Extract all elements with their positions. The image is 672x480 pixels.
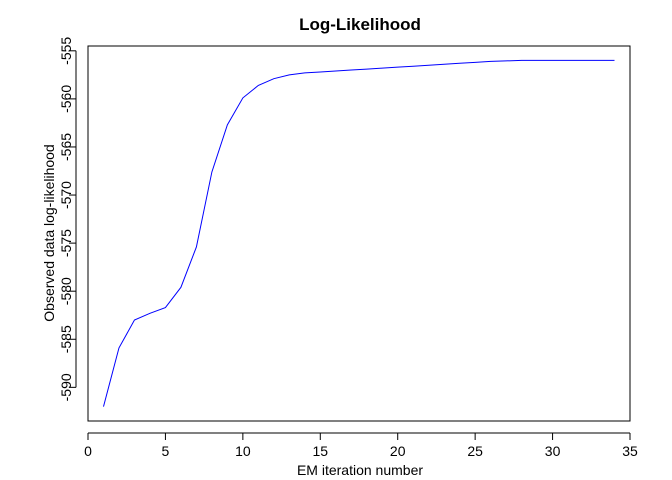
log-likelihood-line bbox=[103, 59, 615, 407]
y-axis-label: Observed data log-likelihood bbox=[41, 144, 57, 321]
y-tick-label: -570 bbox=[58, 181, 74, 209]
x-tick-label: 30 bbox=[545, 443, 561, 459]
chart-title: Log-Likelihood bbox=[299, 15, 421, 34]
x-tick-label: 5 bbox=[162, 443, 170, 459]
y-tick-label: -565 bbox=[58, 133, 74, 161]
x-tick-label: 15 bbox=[312, 443, 328, 459]
y-axis: -590 -585 -580 -575 -570 -565 -560 -555 bbox=[58, 37, 77, 401]
x-tick-label: 25 bbox=[467, 443, 483, 459]
y-tick-label: -560 bbox=[58, 85, 74, 113]
x-tick-label: 35 bbox=[622, 443, 638, 459]
y-tick-label: -555 bbox=[58, 37, 74, 65]
x-tick-label: 20 bbox=[390, 443, 406, 459]
x-tick-label: 10 bbox=[235, 443, 251, 459]
y-tick-label: -590 bbox=[58, 373, 74, 401]
x-axis: 0 5 10 15 20 25 30 35 bbox=[84, 432, 638, 459]
x-tick-label: 0 bbox=[84, 443, 92, 459]
plot-frame bbox=[87, 45, 631, 422]
y-tick-label: -580 bbox=[58, 277, 74, 305]
y-tick-label: -575 bbox=[58, 229, 74, 257]
y-tick-label: -585 bbox=[58, 325, 74, 353]
x-axis-label: EM iteration number bbox=[297, 462, 423, 478]
